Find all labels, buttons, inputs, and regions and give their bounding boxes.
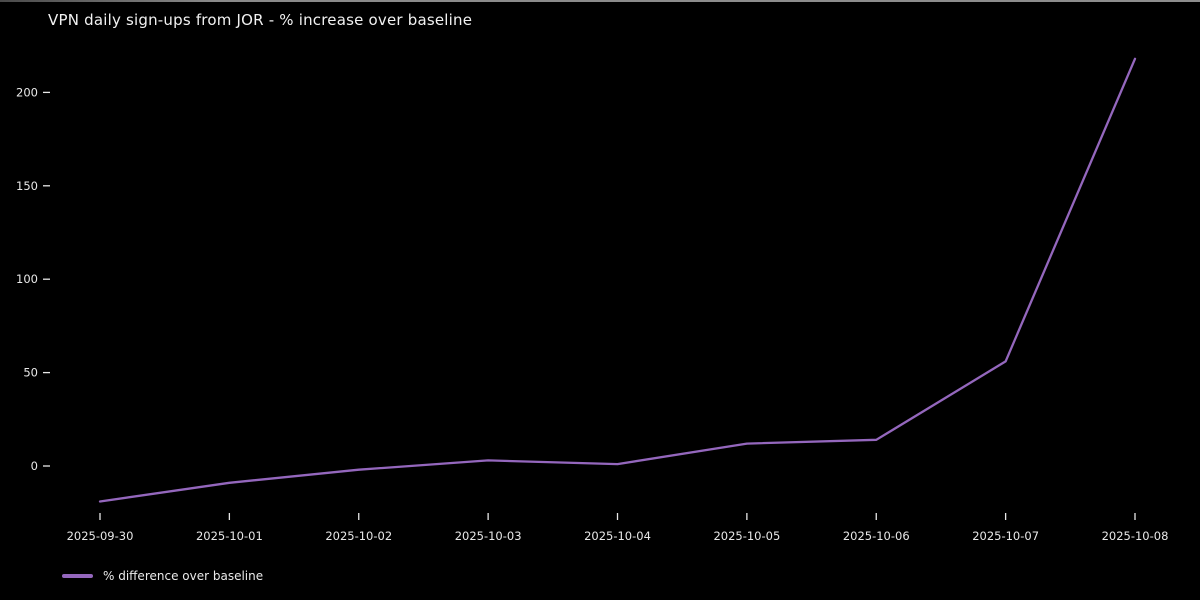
x-tick-label: 2025-10-05 <box>713 529 780 543</box>
data-line <box>98 57 1137 503</box>
x-tick-label: 2025-10-06 <box>843 529 910 543</box>
chart-title: VPN daily sign-ups from JOR - % increase… <box>48 11 473 29</box>
x-tick-label: 2025-09-30 <box>67 529 134 543</box>
x-tick-label: 2025-10-04 <box>584 529 651 543</box>
x-tick-label: 2025-10-01 <box>196 529 263 543</box>
x-tick-label: 2025-10-02 <box>325 529 392 543</box>
legend: % difference over baseline <box>62 569 263 583</box>
legend-swatch <box>62 574 93 578</box>
y-tick-label: 100 <box>16 272 38 286</box>
x-tick-label: 2025-10-07 <box>972 529 1039 543</box>
y-tick-label: 200 <box>16 85 38 99</box>
y-tick-label: 150 <box>16 179 38 193</box>
window-top-edge <box>0 0 1200 2</box>
y-tick-label: 50 <box>23 366 38 380</box>
legend-label: % difference over baseline <box>103 569 264 583</box>
x-tick-label: 2025-10-08 <box>1102 529 1169 543</box>
y-tick-label: 0 <box>31 459 38 473</box>
x-tick-label: 2025-10-03 <box>455 529 522 543</box>
